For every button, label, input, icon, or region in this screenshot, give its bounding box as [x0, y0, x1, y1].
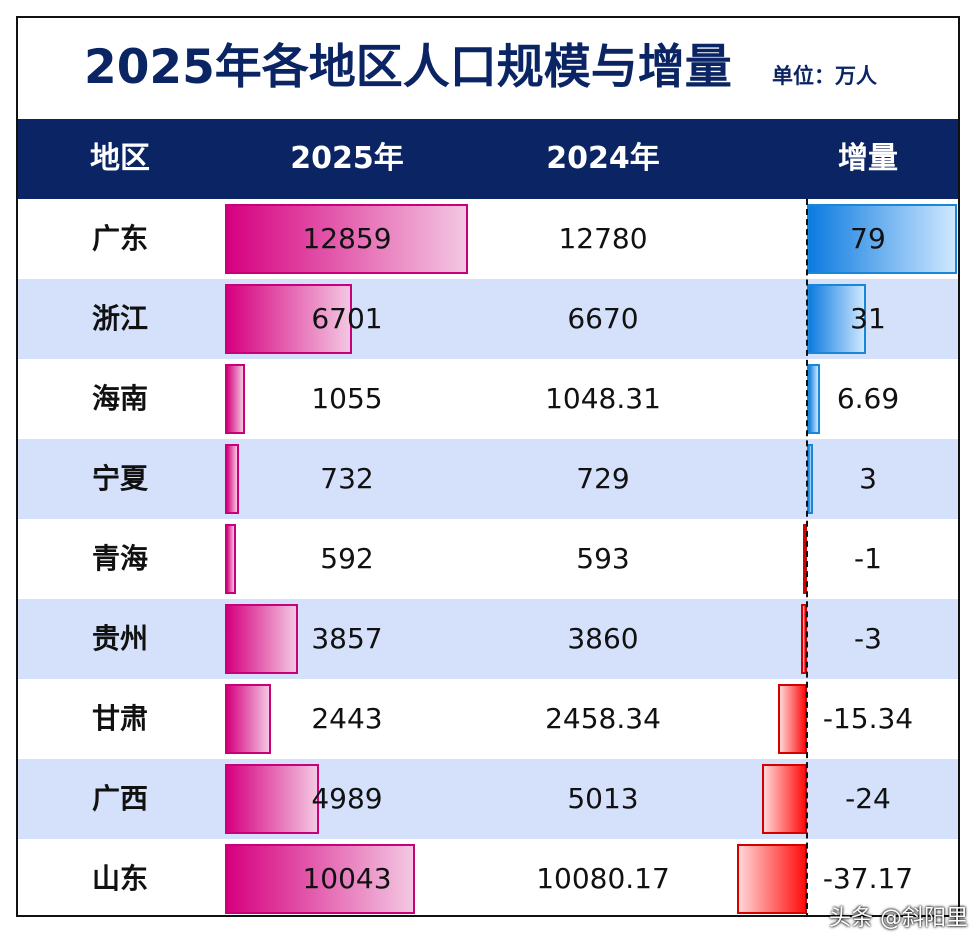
value-increase: -15.34 — [822, 702, 914, 735]
value-2025: 732 — [320, 462, 374, 495]
bar-2025 — [225, 604, 298, 674]
bar-increase-negative — [778, 684, 807, 754]
bar-2025 — [225, 844, 415, 914]
value-2025: 3857 — [311, 622, 383, 655]
value-2025: 12859 — [302, 222, 392, 255]
chart-frame: 2025年各地区人口规模与增量 单位：万人 地区 2025年 2024年 增量 … — [16, 16, 960, 917]
value-increase: 3 — [859, 462, 877, 495]
bar-2025 — [225, 444, 239, 514]
header-2024: 2024年 — [546, 141, 660, 176]
bar-2025 — [225, 204, 468, 274]
table-row: 贵州 3857 3860 -3 — [18, 599, 958, 679]
table-row: 山东 10043 10080.17 -37.17 — [18, 839, 958, 915]
bar-2025 — [225, 764, 320, 834]
chart-title: 2025年各地区人口规模与增量 — [84, 40, 732, 95]
region-label: 贵州 — [91, 622, 148, 655]
value-2025: 592 — [320, 542, 374, 575]
value-increase: -37.17 — [822, 862, 914, 895]
region-label: 海南 — [91, 382, 148, 415]
table-row: 浙江 6701 6670 31 — [18, 279, 958, 359]
value-2025: 1055 — [311, 382, 383, 415]
value-increase: -3 — [854, 622, 882, 655]
region-label: 广西 — [91, 782, 148, 815]
header-region: 地区 — [90, 141, 150, 176]
value-2024: 6670 — [567, 302, 639, 335]
bar-2025 — [225, 524, 237, 594]
bar-2025 — [225, 684, 272, 754]
table-body: 广东 12859 12780 79 浙江 6701 6670 31 海南 1055 1048.31 6… — [18, 199, 958, 915]
zero-axis-line — [806, 199, 808, 915]
header-2025: 2025年 — [290, 141, 404, 176]
value-increase: 6.69 — [836, 382, 900, 415]
region-label: 甘肃 — [91, 702, 148, 735]
value-increase: 31 — [850, 302, 886, 335]
table-row: 广东 12859 12780 79 — [18, 199, 958, 279]
bar-increase-negative — [761, 764, 807, 834]
bar-increase-negative — [737, 844, 807, 914]
value-2024: 729 — [576, 462, 630, 495]
table-row: 宁夏 732 729 3 — [18, 439, 958, 519]
region-label: 山东 — [91, 862, 148, 895]
bar-2025 — [225, 364, 245, 434]
value-2025: 10043 — [302, 862, 392, 895]
value-increase: 79 — [850, 222, 886, 255]
table-row: 青海 592 593 -1 — [18, 519, 958, 599]
value-2024: 1048.31 — [545, 382, 661, 415]
table-row: 甘肃 2443 2458.34 -15.34 — [18, 679, 958, 759]
region-label: 浙江 — [91, 302, 148, 335]
bar-increase-positive — [807, 284, 866, 354]
value-2024: 10080.17 — [536, 862, 670, 895]
watermark: 头条 @斜阳里 — [829, 906, 968, 931]
table-row: 广西 4989 5013 -24 — [18, 759, 958, 839]
value-2025: 4989 — [311, 782, 383, 815]
value-2025: 6701 — [311, 302, 383, 335]
region-label: 宁夏 — [91, 462, 148, 495]
region-label: 广东 — [91, 222, 148, 255]
value-2025: 2443 — [311, 702, 383, 735]
value-2024: 2458.34 — [545, 702, 661, 735]
table-row: 海南 1055 1048.31 6.69 — [18, 359, 958, 439]
bar-2025 — [225, 284, 352, 354]
value-increase: -24 — [845, 782, 891, 815]
value-2024: 3860 — [567, 622, 639, 655]
bar-increase-positive — [807, 204, 957, 274]
value-increase: -1 — [854, 542, 882, 575]
value-2024: 5013 — [567, 782, 639, 815]
header-increase: 增量 — [838, 141, 898, 176]
table-header: 地区 2025年 2024年 增量 — [18, 119, 958, 199]
value-2024: 12780 — [558, 222, 648, 255]
unit-label: 单位：万人 — [772, 64, 877, 88]
value-2024: 593 — [576, 542, 630, 575]
region-label: 青海 — [91, 542, 148, 575]
